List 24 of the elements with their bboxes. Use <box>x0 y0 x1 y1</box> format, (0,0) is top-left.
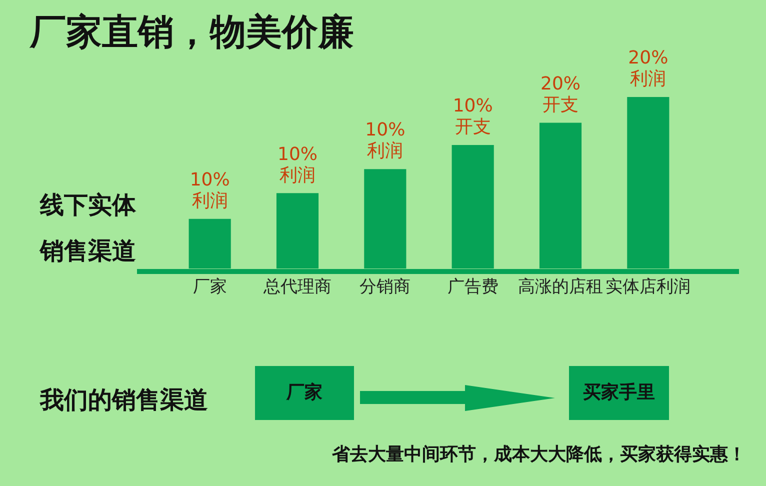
x-tick-label: 总代理商 <box>262 277 332 298</box>
text: 省去大量中间环节，成本大大降低，买家获得实惠！ <box>332 444 747 466</box>
annotation: 10% 利润 <box>190 170 230 212</box>
bar <box>276 193 319 269</box>
bar <box>539 122 582 269</box>
x-tick-label: 实体店利润 <box>606 277 691 298</box>
chart-title: 厂家直销，物美价廉 <box>30 10 354 55</box>
text: 我们的销售渠道 <box>40 385 209 415</box>
bar <box>452 145 494 269</box>
bar <box>188 218 231 269</box>
annotation: 10% 利润 <box>277 144 318 186</box>
annotation: 10% 利润 <box>365 120 406 162</box>
bar <box>364 169 406 269</box>
annotation: 10% 开支 <box>452 96 493 138</box>
x-tick-label: 广告费 <box>447 277 498 298</box>
annotation: 20% 利润 <box>628 48 668 90</box>
x-tick-label: 分销商 <box>360 277 411 298</box>
annotation: 20% 开支 <box>540 73 581 116</box>
bar <box>627 97 670 269</box>
y-axis-title: 线下实体销售渠道 <box>40 189 137 267</box>
text: 买家手里 <box>582 382 656 404</box>
x-tick-label: 厂家 <box>192 277 227 298</box>
text: 厂家 <box>285 382 324 404</box>
x-tick-label: 高涨的店租 <box>518 277 603 298</box>
